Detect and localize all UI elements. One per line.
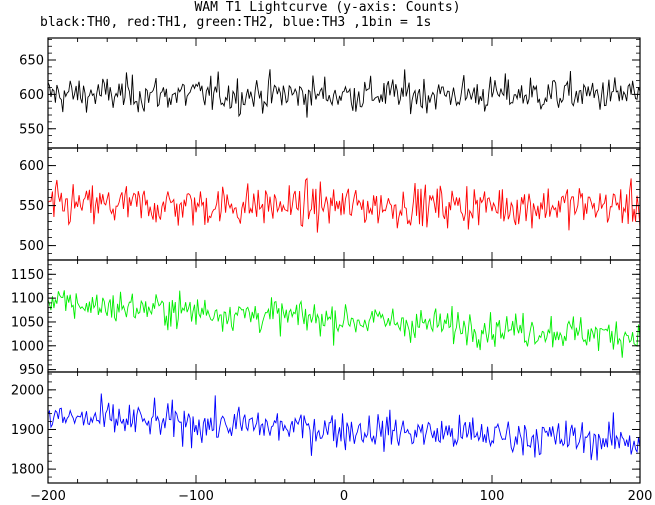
y-tick-label: 1000 (11, 339, 44, 354)
y-tick-label: 550 (19, 122, 44, 137)
y-tick-label: 600 (19, 88, 44, 103)
y-tick-label: 1150 (11, 268, 44, 283)
y-tick-label: 650 (19, 54, 44, 69)
x-tick-label: −200 (30, 489, 66, 504)
x-tick-label: −100 (178, 489, 214, 504)
chart-title: WAM T1 Lightcurve (y-axis: Counts) (194, 0, 461, 15)
x-tick-label: 100 (480, 489, 505, 504)
y-tick-label: 1800 (11, 463, 44, 478)
y-tick-label: 1100 (11, 292, 44, 307)
y-tick-label: 1050 (11, 315, 44, 330)
x-tick-label: 0 (340, 489, 348, 504)
y-tick-label: 550 (19, 199, 44, 214)
series-line-th0 (48, 69, 640, 118)
y-tick-label: 950 (19, 363, 44, 378)
panel-frame-th3 (47, 371, 641, 484)
chart-subtitle: black:TH0, red:TH1, green:TH2, blue:TH3 … (40, 15, 432, 30)
y-tick-label: 1900 (11, 423, 44, 438)
panel-frame-th0 (47, 37, 641, 149)
series-line-th3 (48, 393, 640, 461)
y-tick-label: 600 (19, 159, 44, 174)
y-tick-label: 500 (19, 239, 44, 254)
series-line-th1 (48, 177, 640, 233)
y-tick-label: 2000 (11, 383, 44, 398)
x-tick-label: 200 (628, 489, 653, 504)
series-line-th2 (48, 290, 640, 358)
